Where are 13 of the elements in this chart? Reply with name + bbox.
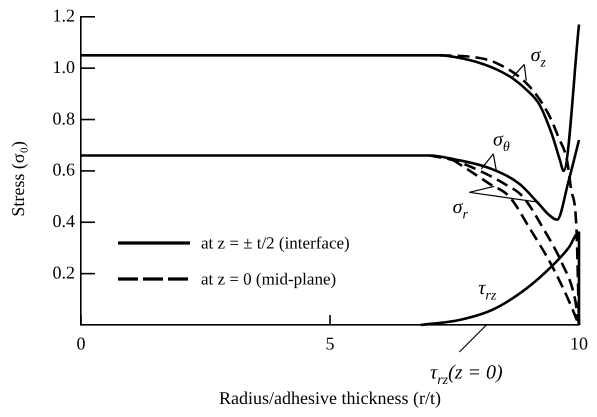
y-tick-label: 0.6: [52, 160, 75, 180]
y-axis-title: Stress (σ₀): [8, 141, 28, 217]
x-tick-label: 0: [76, 334, 86, 354]
y-tick-label: 0.8: [52, 108, 75, 128]
y-tick-label: 0.4: [52, 211, 75, 231]
x-tick-label: 5: [326, 334, 334, 354]
y-tick-label: 1.0: [52, 56, 75, 77]
x-axis-title: Radius/adhesive thickness (r/t): [219, 388, 441, 408]
y-tick-label: 1.2: [52, 6, 75, 26]
legend-label: at z = ± t/2 (interface): [201, 234, 350, 253]
legend-label: at z = 0 (mid-plane): [201, 270, 336, 289]
y-tick-label: 0.2: [52, 262, 75, 282]
x-tick-label: 10: [570, 334, 588, 354]
